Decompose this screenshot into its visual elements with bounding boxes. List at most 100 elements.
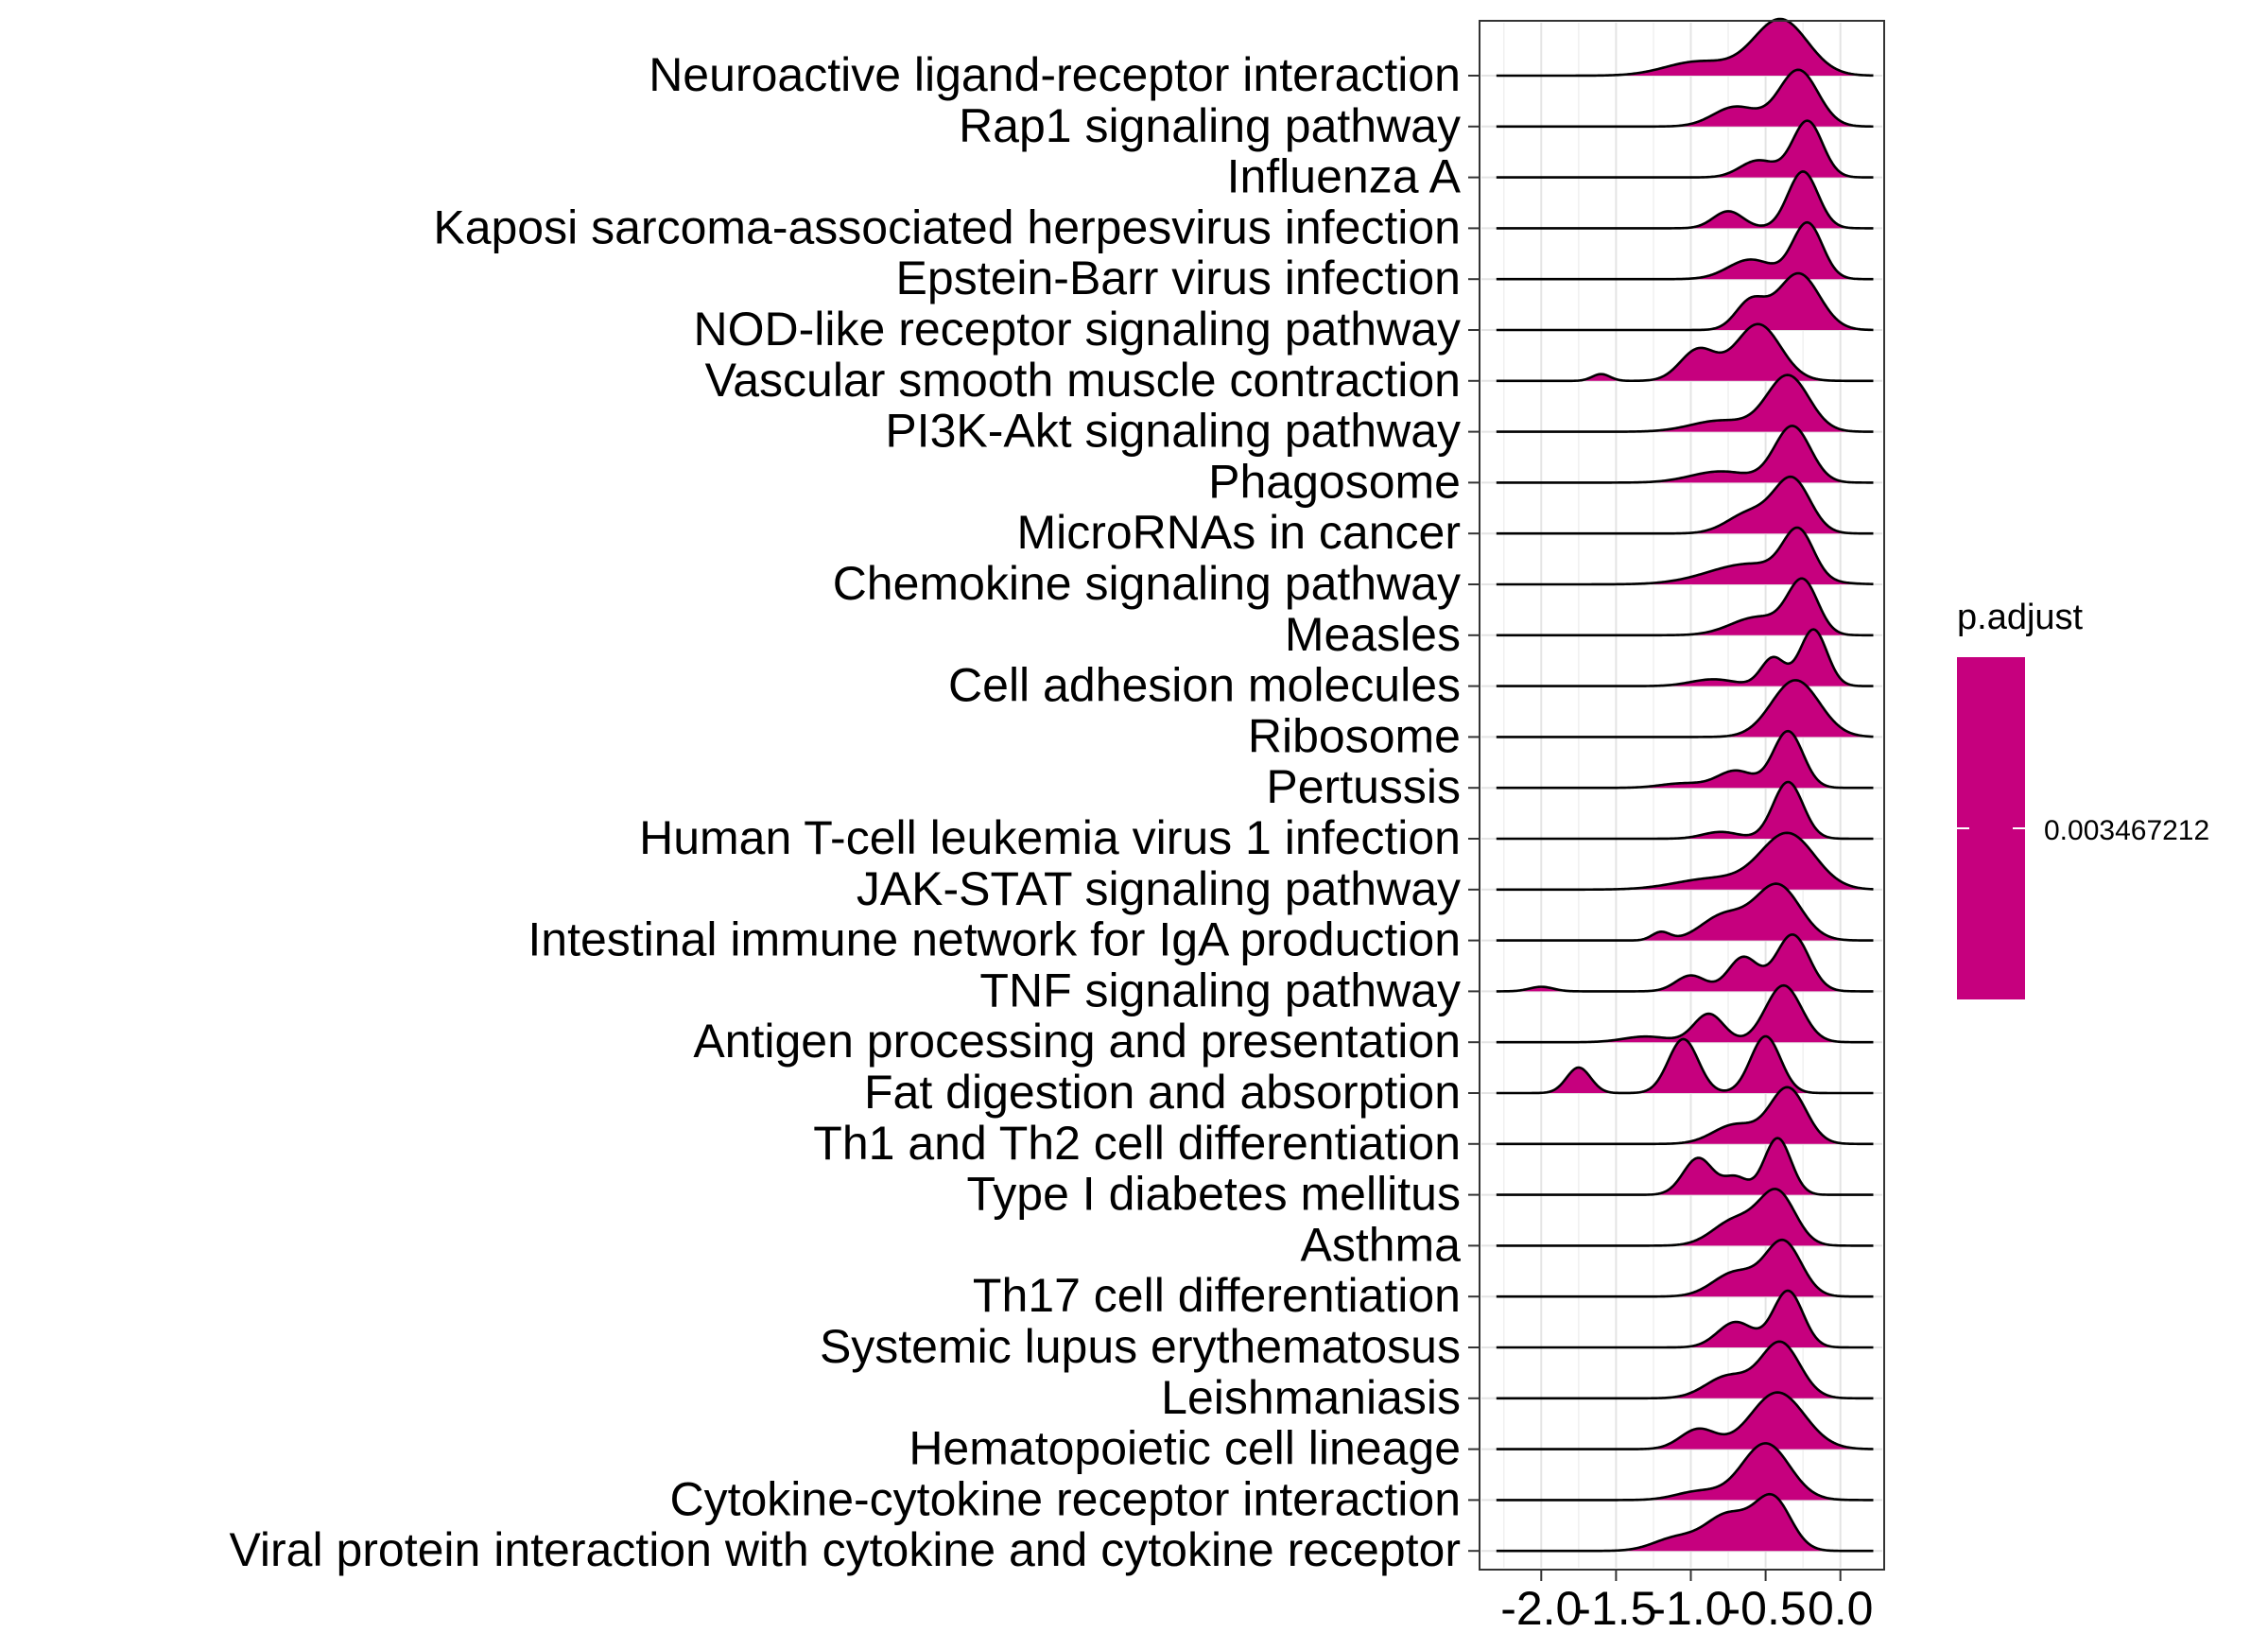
y-tick-label: PI3K-Akt signaling pathway — [885, 405, 1461, 458]
ridge-fill — [1496, 323, 1874, 381]
ridge-fill — [1496, 985, 1874, 1043]
legend-value-label: 0.003467212 — [2044, 815, 2209, 846]
legend-title: p.adjust — [1957, 598, 2084, 637]
y-tick-label: Epstein-Barr virus infection — [896, 252, 1461, 304]
x-tick-label: -1.0 — [1650, 1582, 1731, 1635]
x-tick-label: 0.0 — [1808, 1582, 1874, 1635]
ridge-fill — [1496, 477, 1874, 534]
ridge-fill — [1496, 832, 1874, 890]
ridge-fill — [1496, 120, 1874, 178]
y-tick-label: NOD-like receptor signaling pathway — [694, 303, 1461, 356]
ridge-outline — [1496, 526, 1874, 586]
ridge-fill — [1496, 69, 1874, 127]
ridge-fill — [1496, 731, 1874, 789]
y-tick-label: Fat digestion and absorption — [864, 1066, 1461, 1119]
y-tick-label: Th1 and Th2 cell differentiation — [813, 1117, 1461, 1170]
ridge-fill — [1496, 1189, 1874, 1246]
y-tick-label: Vascular smooth muscle contraction — [705, 354, 1461, 407]
ridge-15 — [1496, 780, 1874, 841]
y-tick-label: Cell adhesion molecules — [948, 659, 1461, 712]
ridge-fill — [1496, 934, 1874, 992]
x-tick-label: -0.5 — [1725, 1582, 1807, 1635]
y-tick-label: Pertussis — [1266, 760, 1461, 813]
ridge-outline — [1496, 322, 1874, 383]
ridge-13 — [1496, 679, 1874, 738]
y-tick-label: Phagosome — [1208, 455, 1461, 508]
y-tick-label: Cytokine-cytokine receptor interaction — [670, 1472, 1462, 1525]
ridge-24 — [1496, 1238, 1874, 1298]
ridge-fill — [1496, 273, 1874, 330]
ridge-fill — [1496, 629, 1874, 686]
ridge-outline — [1496, 1034, 1874, 1095]
ridge-fill — [1496, 782, 1874, 839]
panel-border — [1479, 20, 1885, 1571]
y-tick-label: Asthma — [1300, 1218, 1461, 1271]
ridge-1 — [1496, 68, 1874, 129]
ridge-2 — [1496, 119, 1874, 179]
ridge-fill — [1496, 1494, 1874, 1552]
y-tick-label: Systemic lupus erythematosus — [820, 1320, 1461, 1373]
ridge-3 — [1496, 170, 1874, 230]
ridge-25 — [1496, 1289, 1874, 1349]
ridge-0 — [1496, 17, 1874, 78]
ridge-outline — [1496, 170, 1874, 230]
ridge-fill — [1496, 1291, 1874, 1347]
ridge-outline — [1496, 68, 1874, 129]
ridge-18 — [1496, 933, 1874, 993]
ridge-5 — [1496, 271, 1874, 332]
ridge-outline — [1496, 17, 1874, 78]
ridge-fill — [1496, 1138, 1874, 1195]
y-tick-label: Chemokine signaling pathway — [833, 557, 1461, 610]
ridge-29 — [1496, 1492, 1874, 1553]
ridge-fill — [1496, 222, 1874, 280]
x-tick-label: -2.0 — [1500, 1582, 1582, 1635]
ridge-outline — [1496, 577, 1874, 637]
ridge-7 — [1496, 373, 1874, 433]
ridge-outline — [1496, 1391, 1874, 1450]
ridge-outline — [1496, 271, 1874, 332]
ridge-outline — [1496, 1137, 1874, 1196]
ridge-fill — [1496, 19, 1874, 76]
ridge-16 — [1496, 831, 1874, 892]
ridge-fill — [1496, 578, 1874, 635]
y-tick-label: Kaposi sarcoma-associated herpesvirus in… — [433, 200, 1461, 253]
ridge-outline — [1496, 1086, 1874, 1146]
ridge-8 — [1496, 425, 1874, 484]
y-tick-label: Th17 cell differentiation — [973, 1269, 1461, 1322]
ridge-outline — [1496, 373, 1874, 433]
ridge-outline — [1496, 220, 1874, 281]
ridge-outline — [1496, 1340, 1874, 1400]
ridge-11 — [1496, 577, 1874, 637]
ridge-9 — [1496, 475, 1874, 535]
ridge-22 — [1496, 1137, 1874, 1196]
ridge-fill — [1496, 1443, 1874, 1501]
y-tick-label: Leishmaniasis — [1161, 1371, 1461, 1424]
legend: p.adjust 0.003467212 — [1957, 598, 2209, 999]
y-tick-label: TNF signaling pathway — [979, 964, 1461, 1016]
ridge-10 — [1496, 526, 1874, 586]
ridge-14 — [1496, 729, 1874, 790]
ridge-outline — [1496, 1442, 1874, 1502]
ridge-outline — [1496, 983, 1874, 1044]
y-tick-label: Antigen processing and presentation — [693, 1015, 1461, 1068]
ridge-fill — [1496, 1392, 1874, 1450]
y-tick-label: MicroRNAs in cancer — [1016, 506, 1461, 559]
y-tick-label: Ribosome — [1248, 709, 1461, 762]
ridge-outline — [1496, 119, 1874, 179]
y-tick-label: Hematopoietic cell lineage — [909, 1422, 1461, 1475]
ridge-outline — [1496, 1492, 1874, 1553]
ridge-6 — [1496, 322, 1874, 383]
ridge-17 — [1496, 882, 1874, 942]
ridge-fill — [1496, 528, 1874, 584]
ridge-fill — [1496, 1240, 1874, 1297]
ridge-28 — [1496, 1442, 1874, 1502]
ridge-20 — [1496, 1034, 1874, 1095]
y-tick-label: Influenza A — [1227, 150, 1462, 203]
y-tick-label: Viral protein interaction with cytokine … — [229, 1523, 1461, 1576]
ridge-outline — [1496, 425, 1874, 484]
ridge-outline — [1496, 1289, 1874, 1349]
ridge-4 — [1496, 220, 1874, 281]
ridge-fill — [1496, 680, 1874, 738]
